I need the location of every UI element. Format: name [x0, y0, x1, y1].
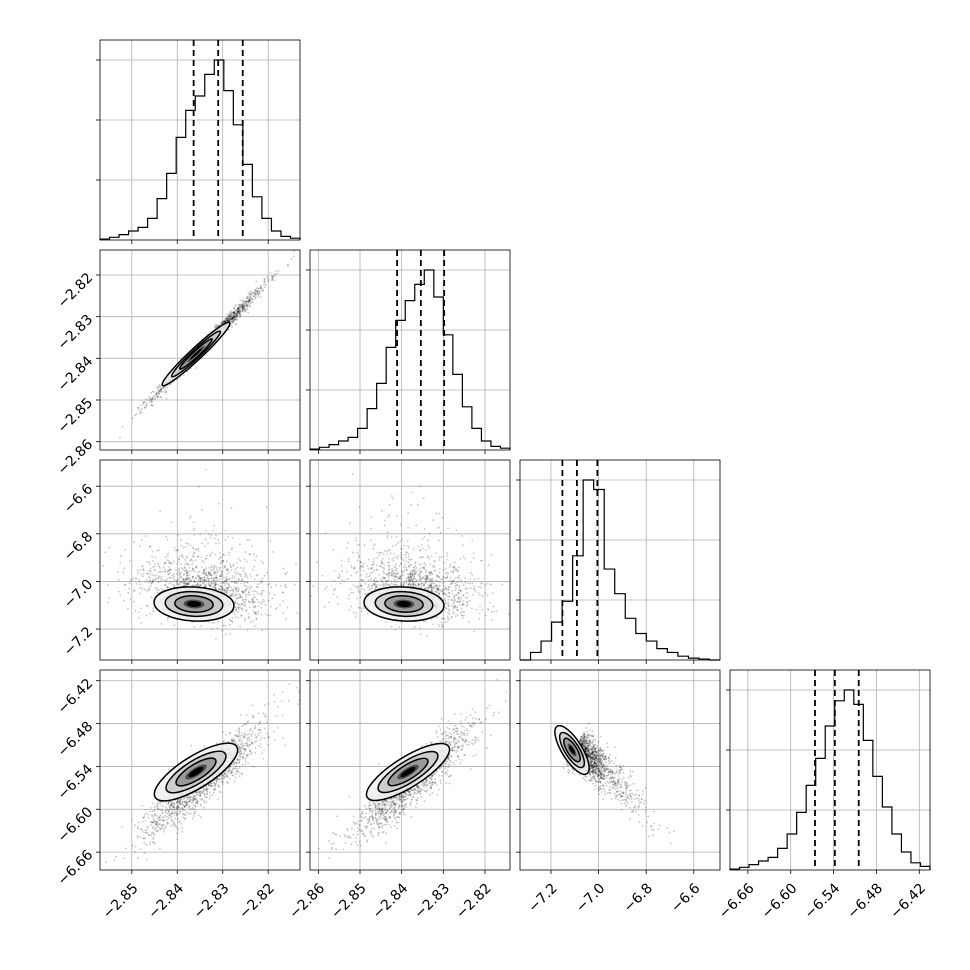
histogram-panel-1 [96, 39, 301, 244]
histogram-panel-2 [306, 249, 511, 454]
x-tick-label: −6.54 [802, 880, 844, 922]
y-tick-label: −7.2 [61, 624, 96, 659]
x-tick-label: −2.83 [191, 880, 233, 922]
panel-frame [519, 459, 721, 661]
panel-frame [99, 39, 301, 241]
histogram-step-line [729, 689, 931, 870]
panel-frame [729, 669, 931, 871]
y-tick-label: −6.42 [55, 676, 97, 718]
density-peak [188, 766, 204, 778]
scatter-panel-1-2 [96, 249, 301, 454]
x-tick-label: −2.86 [286, 880, 328, 922]
x-tick-label: −6.60 [759, 880, 801, 922]
panel-frame [99, 669, 301, 871]
x-tick-label: −2.84 [145, 880, 187, 922]
density-peak [186, 600, 202, 608]
y-tick-label: −6.6 [61, 481, 96, 516]
x-tick-label: −2.83 [411, 880, 453, 922]
scatter-panel-1-4 [96, 669, 301, 874]
x-tick-label: −2.85 [328, 880, 370, 922]
panel-frame [99, 249, 301, 451]
x-tick-label: −6.66 [716, 880, 758, 922]
density-peak [400, 766, 416, 778]
scatter-panel-3-4 [516, 669, 721, 874]
scatter-cloud [119, 250, 296, 439]
y-tick-label: −7.0 [61, 576, 96, 611]
y-tick-label: −6.48 [55, 719, 97, 761]
histogram-step-line [309, 269, 511, 450]
panel-frame [519, 669, 721, 871]
x-tick-label: −7.2 [525, 880, 560, 915]
histogram-step-line [520, 479, 720, 661]
y-tick-label: −2.84 [55, 353, 97, 395]
y-tick-label: −2.82 [55, 270, 97, 312]
x-tick-label: −2.82 [236, 880, 278, 922]
y-tick-label: −2.85 [55, 395, 97, 437]
x-tick-label: −2.85 [100, 880, 142, 922]
panel-frame [309, 249, 511, 451]
x-tick-label: −6.42 [887, 880, 929, 922]
scatter-panel-2-4 [306, 669, 511, 874]
histogram-panel-3 [516, 459, 721, 664]
density-peak [396, 600, 412, 608]
density-peak [189, 348, 203, 360]
scatter-cloud [105, 683, 300, 864]
y-tick-label: −6.66 [55, 847, 97, 889]
scatter-cloud [318, 676, 510, 859]
y-tick-label: −6.54 [55, 761, 97, 803]
y-tick-label: −2.83 [55, 312, 97, 354]
scatter-cloud [554, 722, 675, 845]
x-tick-label: −2.82 [453, 880, 495, 922]
x-tick-label: −6.6 [668, 880, 703, 915]
histogram-panel-4 [726, 669, 931, 874]
y-tick-label: −6.8 [61, 529, 96, 564]
scatter-panel-2-3 [306, 459, 511, 664]
x-tick-label: −6.8 [621, 880, 656, 915]
x-tick-label: −6.48 [845, 880, 887, 922]
x-tick-label: −2.84 [370, 880, 412, 922]
panel-frame [99, 459, 301, 661]
histogram-step-line [99, 59, 301, 240]
density-peak [568, 745, 576, 755]
y-tick-label: −6.60 [55, 804, 97, 846]
panel-frame [309, 669, 511, 871]
x-tick-label: −7.0 [573, 880, 608, 915]
scatter-cloud [102, 468, 300, 640]
scatter-cloud [310, 473, 510, 637]
scatter-panel-1-3 [96, 459, 301, 664]
y-tick-label: −2.86 [55, 437, 97, 479]
panel-frame [309, 459, 511, 661]
